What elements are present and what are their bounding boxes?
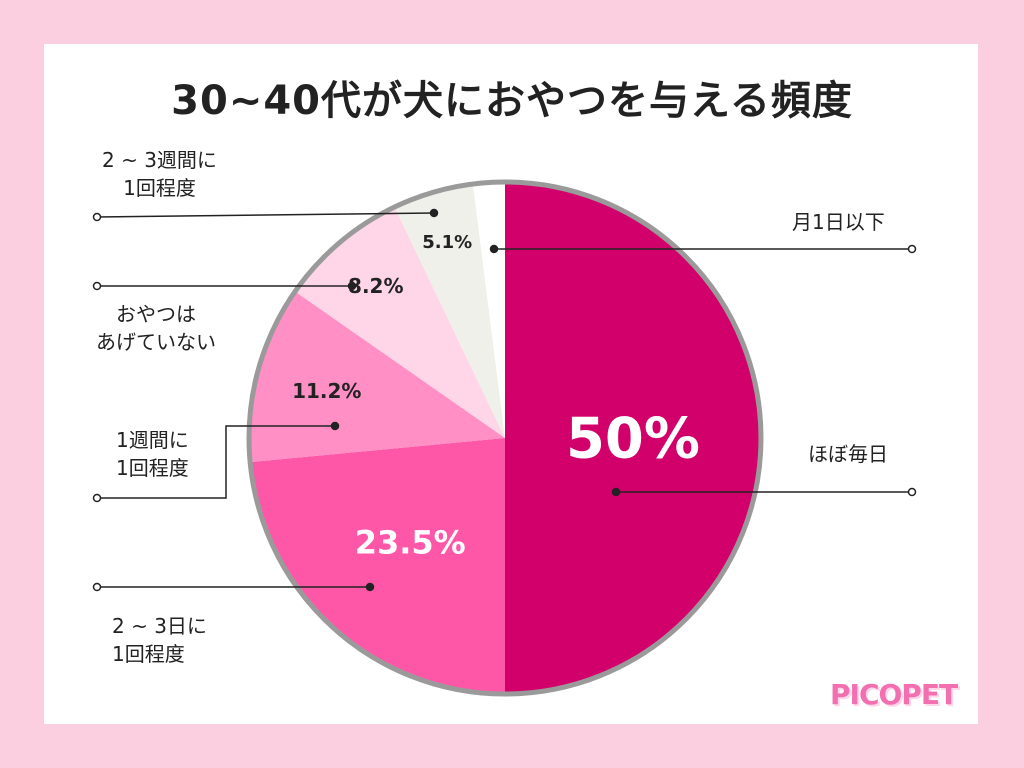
picopet-logo: PICOPET <box>830 678 958 711</box>
leader-line-2-3-weeks <box>96 212 435 218</box>
category-label-2-3-weeks: 2 ~ 3週間に 1回程度 <box>102 148 217 200</box>
leader-dot-2-3-weeks <box>429 208 439 218</box>
pie-slice-2-3-days <box>250 438 505 694</box>
category-label-2-3-days: 2 ~ 3日に 1回程度 <box>112 614 207 666</box>
leader-dot-daily <box>611 487 621 497</box>
chart-title: 30~40代が犬におやつを与える頻度 <box>171 78 853 124</box>
category-label-weekly: 1週間に 1回程度 <box>116 428 189 480</box>
category-label-none: おやつは あげていない <box>96 302 216 354</box>
pie-outline <box>246 179 764 697</box>
leader-dot-weekly <box>92 493 102 503</box>
leader-dot-none <box>347 281 357 291</box>
percent-label-weekly: 11.2% <box>292 379 361 403</box>
percent-label-none: 8.2% <box>348 274 403 298</box>
leader-dot-2-3-weeks <box>92 212 102 222</box>
leader-dot-monthly <box>489 244 499 254</box>
category-label-monthly: 月1日以下 <box>792 210 885 234</box>
pie-slice-2-3-weeks <box>394 184 505 438</box>
leader-line-weekly <box>97 425 335 499</box>
pie-slice-none <box>295 207 505 438</box>
leader-lines <box>92 208 917 592</box>
leader-dot-2-3-days <box>92 582 102 592</box>
percent-label-2-3-weeks: 5.1% <box>422 232 472 253</box>
category-label-daily: ほぼ毎日 <box>808 442 888 466</box>
percent-label-daily: 50% <box>566 407 700 472</box>
percent-label-2-3-days: 23.5% <box>355 523 466 561</box>
leader-dot-none <box>92 281 102 291</box>
leader-dot-2-3-days <box>365 582 375 592</box>
pie-slice-daily <box>505 182 761 694</box>
leader-dot-monthly <box>907 244 917 254</box>
leader-dot-daily <box>907 487 917 497</box>
leader-dot-weekly <box>330 421 340 431</box>
pie-slice-weekly <box>249 291 505 463</box>
percent-labels: 50% 23.5% 11.2% 8.2% 5.1% <box>292 232 700 562</box>
